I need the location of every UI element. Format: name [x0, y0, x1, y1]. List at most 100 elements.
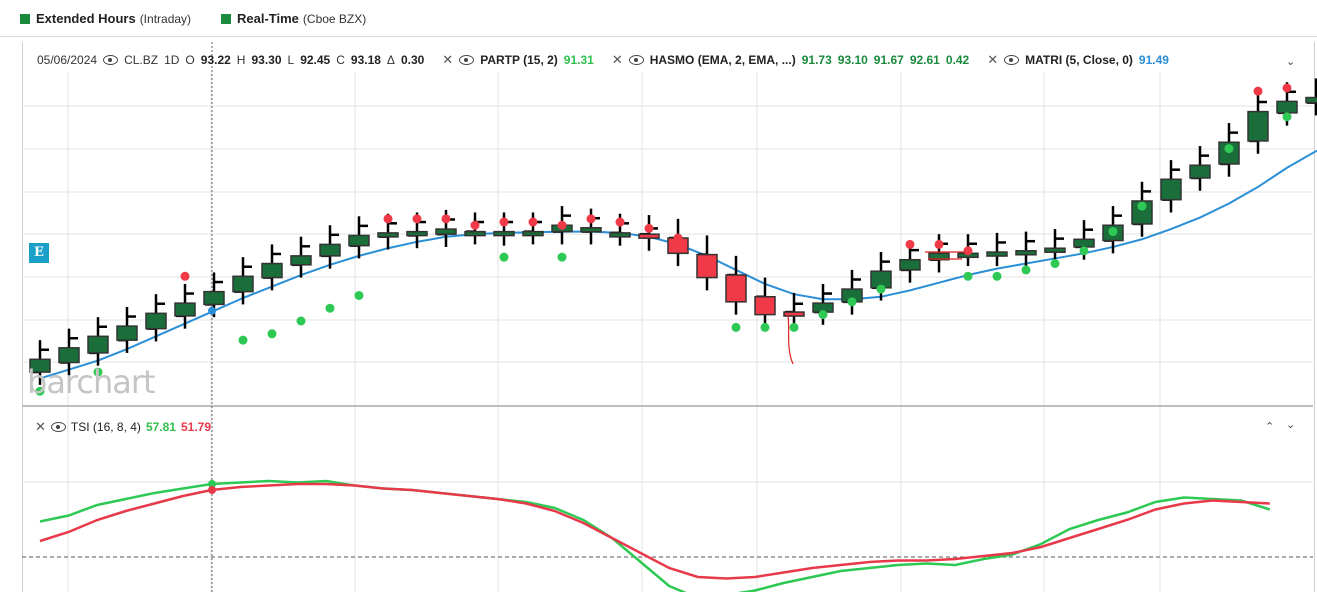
sar-dot-down — [470, 220, 480, 230]
hasmo-candle — [377, 232, 399, 238]
change-value: 0.30 — [400, 53, 425, 67]
sar-dot-up — [1021, 265, 1031, 275]
sar-dot-down — [499, 217, 509, 227]
top-legend-bar: Extended Hours (Intraday) Real-Time (Cbo… — [0, 0, 1317, 37]
matri-value: 91.49 — [1138, 53, 1169, 67]
sar-dot-down — [615, 217, 625, 227]
close-tsi-icon[interactable]: ✕ — [35, 419, 46, 434]
hasmo-candle — [87, 335, 109, 354]
extended-hours-swatch — [20, 13, 30, 24]
hasmo-candle — [1044, 247, 1066, 253]
hasmo-candle — [1131, 200, 1153, 225]
header-symbol[interactable]: CL.BZ — [124, 53, 159, 67]
earnings-badge-icon[interactable]: E — [29, 243, 49, 263]
crosshair-marker — [208, 306, 216, 315]
close-hasmo-icon[interactable]: ✕ — [611, 52, 623, 67]
hasmo-candle — [261, 262, 283, 279]
hasmo-candle — [1276, 100, 1298, 114]
sar-dot-down — [528, 217, 538, 227]
price-header: 05/06/2024 CL.BZ 1D O 93.22 H 93.30 L 92… — [37, 52, 1175, 68]
sar-dot-up — [1137, 201, 1147, 211]
sar-dot-up — [354, 290, 364, 300]
hasmo-candle — [754, 295, 776, 316]
realtime-note: (Cboe BZX) — [302, 11, 367, 26]
sar-dot-up — [1079, 246, 1089, 256]
hasmo-candle — [638, 233, 660, 239]
high-label: H — [236, 53, 246, 67]
chevron-up-icon[interactable]: ⌃ — [1265, 421, 1275, 433]
eye-icon[interactable] — [628, 55, 644, 65]
legend-extended-hours[interactable]: Extended Hours (Intraday) — [20, 11, 191, 26]
hasmo-candle — [1073, 238, 1095, 248]
sar-dot-up — [876, 284, 886, 294]
sar-dot-up — [35, 386, 45, 396]
hasmo-candle — [290, 255, 312, 266]
hasmo-candle — [493, 230, 515, 237]
hasmo-candle — [203, 290, 225, 306]
matri-label[interactable]: MATRI (5, Close, 0) — [1025, 53, 1133, 67]
close-partp-icon[interactable]: ✕ — [442, 52, 454, 67]
hasmo-candle — [986, 251, 1008, 257]
header-interval: 1D — [164, 53, 180, 67]
hasmo-candle — [899, 258, 921, 271]
sar-dot-up — [992, 271, 1002, 281]
sar-dot-up — [238, 335, 248, 345]
hasmo-value-2: 93.10 — [837, 53, 868, 67]
eye-icon[interactable] — [103, 55, 119, 65]
hasmo-value-4: 92.61 — [909, 53, 940, 67]
chevron-down-icon[interactable]: ⌄ — [1286, 56, 1296, 68]
hasmo-label[interactable]: HASMO (EMA, 2, EMA, ...) — [649, 53, 796, 67]
chevron-down-icon[interactable]: ⌄ — [1286, 419, 1296, 431]
hand-drawn-annotation — [787, 315, 794, 365]
eye-icon[interactable] — [50, 422, 66, 432]
sar-dot-down — [905, 239, 915, 249]
hasmo-candle — [725, 274, 747, 303]
hasmo-value-5: 0.42 — [945, 53, 970, 67]
extended-hours-note: (Intraday) — [139, 11, 192, 26]
open-label: O — [185, 53, 195, 67]
legend-realtime[interactable]: Real-Time (Cboe BZX) — [221, 11, 366, 26]
partp-label[interactable]: PARTP (15, 2) — [480, 53, 558, 67]
crosshair-marker — [208, 480, 216, 488]
hasmo-candle — [928, 252, 950, 261]
hasmo-candle — [348, 234, 370, 247]
sar-dot-down — [586, 214, 596, 224]
sar-dot-down — [644, 223, 654, 233]
sar-dot-up — [789, 322, 799, 332]
sar-dot-up — [499, 252, 509, 262]
sar-dot-up — [731, 322, 741, 332]
realtime-swatch — [221, 13, 231, 24]
sar-dot-up — [760, 322, 770, 332]
sar-dot-up — [818, 310, 828, 320]
eye-icon[interactable] — [459, 55, 475, 65]
tsi-label[interactable]: TSI (16, 8, 4) — [70, 420, 141, 434]
matri-moving-average-line — [39, 149, 1317, 380]
sar-dot-up — [1050, 259, 1060, 269]
sar-dot-down — [963, 246, 973, 256]
hasmo-candle — [464, 230, 486, 237]
sar-dot-up — [963, 271, 973, 281]
partp-value: 91.31 — [563, 53, 594, 67]
hasmo-candle — [174, 302, 196, 317]
hasmo-value-1: 91.73 — [801, 53, 832, 67]
tsi-signal-line — [39, 482, 1270, 580]
hasmo-candle — [1305, 96, 1317, 104]
hasmo-candle — [783, 311, 805, 317]
sar-dot-up — [1282, 112, 1292, 122]
hasmo-candle — [319, 243, 341, 257]
hasmo-candle — [232, 275, 254, 293]
open-value: 93.22 — [200, 53, 231, 67]
eye-icon[interactable] — [1004, 55, 1020, 65]
sar-dot-up — [93, 367, 103, 377]
sar-dot-down — [180, 271, 190, 281]
hasmo-candle — [1160, 178, 1182, 201]
hasmo-candle — [116, 325, 138, 341]
hasmo-value-3: 91.67 — [873, 53, 904, 67]
header-date: 05/06/2024 — [37, 53, 98, 67]
close-matri-icon[interactable]: ✕ — [987, 52, 999, 67]
barchart-watermark: barchart — [27, 363, 156, 401]
hasmo-candle — [29, 358, 51, 373]
sar-dot-up — [1108, 227, 1118, 237]
sar-dot-up — [557, 252, 567, 262]
